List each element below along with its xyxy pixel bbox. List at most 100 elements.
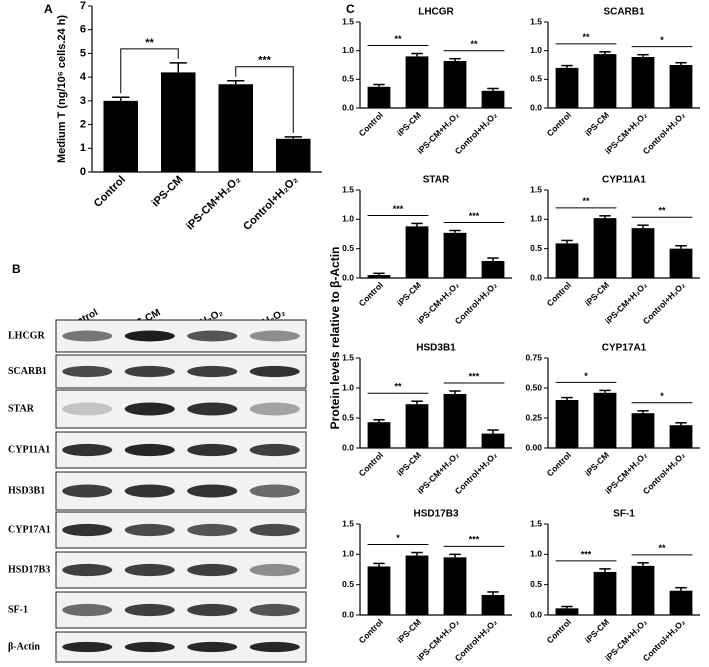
- bar: [555, 400, 579, 448]
- bar: [631, 56, 655, 108]
- y-tick-label: 7: [80, 0, 86, 12]
- y-tick-label: 1.5: [342, 16, 354, 26]
- blot-band: [62, 443, 113, 457]
- x-tick-label: iPS-CM+H₂O₂: [184, 174, 243, 233]
- blot-band: [187, 365, 238, 378]
- blot-band: [124, 402, 175, 416]
- significance-label: *: [584, 371, 588, 381]
- x-tick-label: iPS-CM: [583, 450, 611, 478]
- blot-band: [249, 443, 300, 457]
- blot-band: [249, 484, 300, 498]
- bar: [405, 56, 429, 108]
- bar: [405, 555, 429, 615]
- y-tick-label: 0.00: [525, 442, 542, 452]
- x-tick-label: Control: [545, 450, 573, 478]
- blot-band: [187, 603, 238, 617]
- y-tick-label: 0.0: [530, 272, 542, 282]
- bar: [443, 394, 467, 448]
- bar: [367, 86, 391, 108]
- y-tick-label: 1.0: [530, 45, 542, 55]
- y-tick-label: 5: [80, 47, 86, 59]
- blot-band: [62, 523, 113, 537]
- significance-label: *: [660, 391, 664, 401]
- y-tick-label: 0.50: [525, 382, 542, 392]
- x-tick-label: Control: [92, 174, 128, 210]
- bar: [631, 413, 655, 448]
- chart-title: STAR: [423, 175, 450, 186]
- blot-band: [62, 402, 113, 416]
- y-tick-label: 1.0: [342, 45, 354, 55]
- blot-band: [62, 563, 113, 577]
- bar: [593, 54, 617, 108]
- bar: [405, 404, 429, 448]
- y-tick-label: 1.5: [342, 184, 354, 194]
- blot-band: [249, 563, 300, 577]
- blot-band: [124, 523, 175, 537]
- bar: [669, 590, 693, 615]
- y-tick-label: 1.5: [342, 518, 354, 528]
- blot-band: [249, 523, 300, 537]
- y-tick-label: 1.0: [530, 549, 542, 559]
- bar: [593, 218, 617, 278]
- significance-label: *: [660, 35, 664, 45]
- y-tick-label: 0.5: [342, 243, 354, 253]
- y-tick-label: 1.0: [342, 549, 354, 559]
- bar: [481, 90, 505, 108]
- bar: [218, 84, 253, 172]
- bar: [103, 100, 138, 172]
- y-tick-label: 1.0: [342, 214, 354, 224]
- significance-label: **: [582, 196, 590, 206]
- blot-band: [187, 402, 238, 416]
- significance-label: **: [658, 543, 666, 553]
- bar: [631, 565, 655, 615]
- bar: [367, 422, 391, 448]
- bar: [555, 243, 579, 278]
- blot-band: [62, 603, 113, 617]
- y-tick-label: 1.5: [530, 16, 542, 26]
- chart-title: HSD17B3: [413, 509, 458, 520]
- x-tick-label: iPS-CM: [395, 617, 423, 645]
- bar: [405, 226, 429, 278]
- y-tick-label: 0.5: [530, 74, 542, 84]
- blot-band: [249, 330, 300, 342]
- y-tick-label: 1.0: [342, 382, 354, 392]
- y-tick-label: 4: [80, 71, 87, 83]
- blot-band: [187, 523, 238, 537]
- blot-band: [187, 330, 238, 342]
- significance-label: *: [396, 533, 400, 543]
- bar: [481, 594, 505, 615]
- y-tick-label: 0.0: [342, 102, 354, 112]
- y-tick-label: 0.5: [342, 412, 354, 422]
- chart-title: CYP17A1: [602, 343, 647, 354]
- panel-label: B: [12, 262, 21, 276]
- bar: [555, 67, 579, 108]
- significance-label: ***: [469, 211, 480, 221]
- chart-title: SCARB1: [603, 7, 645, 18]
- bar: [631, 228, 655, 278]
- bar: [593, 571, 617, 615]
- y-tick-label: 1.5: [342, 352, 354, 362]
- bar: [593, 392, 617, 448]
- y-tick-label: 0.5: [342, 74, 354, 84]
- blot-band: [187, 484, 238, 498]
- y-tick-label: 0.5: [530, 243, 542, 253]
- significance-label: ***: [469, 535, 480, 545]
- x-tick-label: Control: [357, 617, 385, 645]
- bar: [481, 433, 505, 448]
- blot-band: [187, 641, 238, 653]
- bar: [443, 557, 467, 615]
- x-tick-label: Control: [357, 110, 385, 138]
- x-tick-label: Control: [357, 450, 385, 478]
- bar: [161, 72, 196, 172]
- y-tick-label: 1.0: [530, 214, 542, 224]
- blot-row-label: LHCGR: [8, 330, 45, 341]
- blot-band: [124, 365, 175, 378]
- y-tick-label: 6: [80, 24, 86, 36]
- y-tick-label: 3: [80, 95, 86, 107]
- panel-label: A: [44, 2, 53, 16]
- y-tick-label: 0.0: [530, 102, 542, 112]
- chart-title: HSD3B1: [416, 343, 456, 354]
- blot-band: [249, 365, 300, 378]
- x-tick-label: iPS-CM: [583, 280, 611, 308]
- blot-row-label: HSD3B1: [8, 485, 45, 496]
